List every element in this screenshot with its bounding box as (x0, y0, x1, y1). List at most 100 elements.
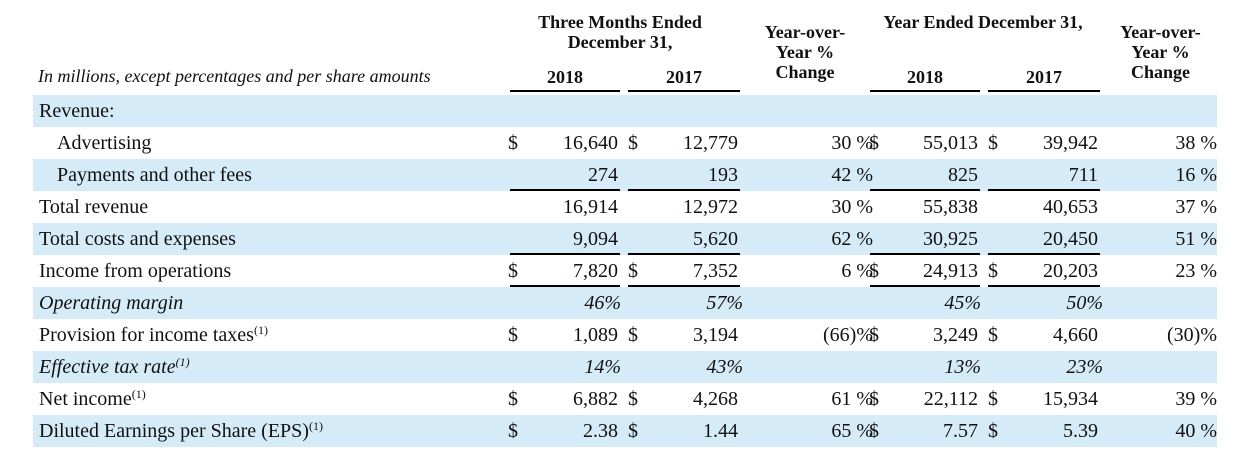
row-income-operations: Income from operations $7,820 $7,352 6 % $24… (33, 255, 1217, 287)
subtotal-underline (628, 285, 740, 287)
value-cell: 39 % (1175, 388, 1217, 410)
currency-symbol: $ (628, 132, 638, 154)
currency-symbol: $ (508, 324, 518, 346)
value-cell: 6,882 (573, 388, 618, 410)
row-label-text: Payments and other fees (57, 164, 252, 186)
currency-symbol: $ (869, 388, 879, 410)
header-underline (628, 90, 740, 92)
value-cell: 16 % (1175, 164, 1217, 186)
subtotal-underline (988, 253, 1100, 255)
value-cell: 6 % (841, 260, 873, 282)
row-total-revenue: Total revenue 16,914 12,972 30 % 55,838 40,65… (33, 191, 1217, 223)
subtotal-underline (870, 189, 980, 191)
subtotal-underline (870, 253, 980, 255)
currency-symbol: $ (988, 420, 998, 442)
row-label-text: Diluted Earnings per Share (EPS) (39, 420, 309, 442)
row-diluted-eps: Diluted Earnings per Share (EPS)(1) $2.38… (33, 415, 1217, 447)
value-cell: 46% (584, 292, 621, 314)
value-cell: 5.39 (1063, 420, 1098, 442)
year-2018-full: 2018 (907, 67, 943, 87)
value-cell: 825 (948, 164, 978, 186)
row-label: Diluted Earnings per Share (EPS)(1) (39, 415, 323, 447)
subtotal-underline (628, 189, 740, 191)
value-cell: 13% (944, 356, 981, 378)
row-advertising: Advertising $16,640 $12,779 30 % $55,013 $39,… (33, 127, 1217, 159)
value-cell: 39,942 (1043, 132, 1098, 154)
year-2017-full: 2017 (1026, 67, 1062, 87)
value-cell: 43% (706, 356, 743, 378)
value-cell: 4,660 (1053, 324, 1098, 346)
value-cell: 55,013 (923, 132, 978, 154)
value-cell: 3,249 (933, 324, 978, 346)
row-label: Total costs and expenses (39, 223, 236, 255)
value-cell: 711 (1068, 164, 1098, 186)
row-label-text: Effective tax rate (39, 356, 176, 378)
footnote-marker: (1) (175, 355, 190, 369)
row-label: Effective tax rate(1) (39, 351, 190, 383)
value-cell: 45% (944, 292, 981, 314)
year-2018-quarter: 2018 (547, 67, 583, 87)
currency-symbol: $ (869, 132, 879, 154)
row-label: Operating margin (39, 287, 183, 319)
value-cell: 7,820 (573, 260, 618, 282)
row-label-text: Income from operations (39, 260, 232, 282)
value-cell: 23% (1066, 356, 1103, 378)
value-cell: 62 % (831, 228, 873, 250)
value-cell: 57% (706, 292, 743, 314)
header-yoy-quarter: Year-over-Year % Change (764, 22, 846, 82)
value-cell: 5,620 (693, 228, 738, 250)
row-net-income: Net income(1) $6,882 $4,268 61 % $22,112 $15,… (33, 383, 1217, 415)
row-label: Net income(1) (39, 383, 146, 415)
subtotal-underline (988, 189, 1100, 191)
currency-symbol: $ (508, 388, 518, 410)
row-label-text: Advertising (57, 132, 152, 154)
row-label: Advertising (57, 127, 151, 159)
value-cell: 61 % (831, 388, 873, 410)
row-label-text: Revenue: (39, 100, 115, 122)
value-cell: 65 % (831, 420, 873, 442)
year-2017-quarter: 2017 (666, 67, 702, 87)
row-label-text: Net income (39, 388, 132, 410)
subtotal-underline (510, 189, 620, 191)
row-total-costs: Total costs and expenses 9,094 5,620 62 % 30… (33, 223, 1217, 255)
currency-symbol: $ (869, 260, 879, 282)
row-label: Provision for income taxes(1) (39, 319, 268, 351)
value-cell: 274 (588, 164, 618, 186)
footnote-marker: (1) (253, 323, 268, 337)
currency-symbol: $ (988, 132, 998, 154)
value-cell: 51 % (1175, 228, 1217, 250)
value-cell: 40 % (1175, 420, 1217, 442)
row-label: Payments and other fees (57, 159, 252, 191)
value-cell: 14% (584, 356, 621, 378)
header-underline (510, 90, 620, 92)
value-cell: 22,112 (923, 388, 978, 410)
value-cell: 1.44 (703, 420, 738, 442)
row-effective-tax-rate: Effective tax rate(1) 14% 43% 13% 23% (33, 351, 1217, 383)
currency-symbol: $ (628, 388, 638, 410)
value-cell: 16,914 (563, 196, 618, 218)
currency-symbol: $ (628, 420, 638, 442)
value-cell: 42 % (831, 164, 873, 186)
footnote-marker: (1) (131, 387, 146, 401)
currency-symbol: $ (869, 324, 879, 346)
currency-symbol: $ (869, 420, 879, 442)
currency-symbol: $ (508, 260, 518, 282)
row-provision-taxes: Provision for income taxes(1) $1,089 $3,19… (33, 319, 1217, 351)
currency-symbol: $ (988, 324, 998, 346)
footnote-marker: (1) (308, 419, 323, 433)
row-operating-margin: Operating margin 46% 57% 45% 50% (33, 287, 1217, 319)
value-cell: 30 % (831, 132, 873, 154)
subtotal-underline (510, 253, 620, 255)
currency-symbol: $ (628, 260, 638, 282)
value-cell: 4,268 (693, 388, 738, 410)
row-label-text: Total revenue (39, 196, 149, 218)
value-cell: 20,203 (1043, 260, 1098, 282)
value-cell: 30,925 (923, 228, 978, 250)
subtotal-underline (510, 285, 620, 287)
value-cell: 9,094 (573, 228, 618, 250)
value-cell: 15,934 (1043, 388, 1098, 410)
unit-note: In millions, except percentages and per … (38, 66, 431, 86)
currency-symbol: $ (988, 260, 998, 282)
row-label: Income from operations (39, 255, 231, 287)
subtotal-underline (628, 253, 740, 255)
